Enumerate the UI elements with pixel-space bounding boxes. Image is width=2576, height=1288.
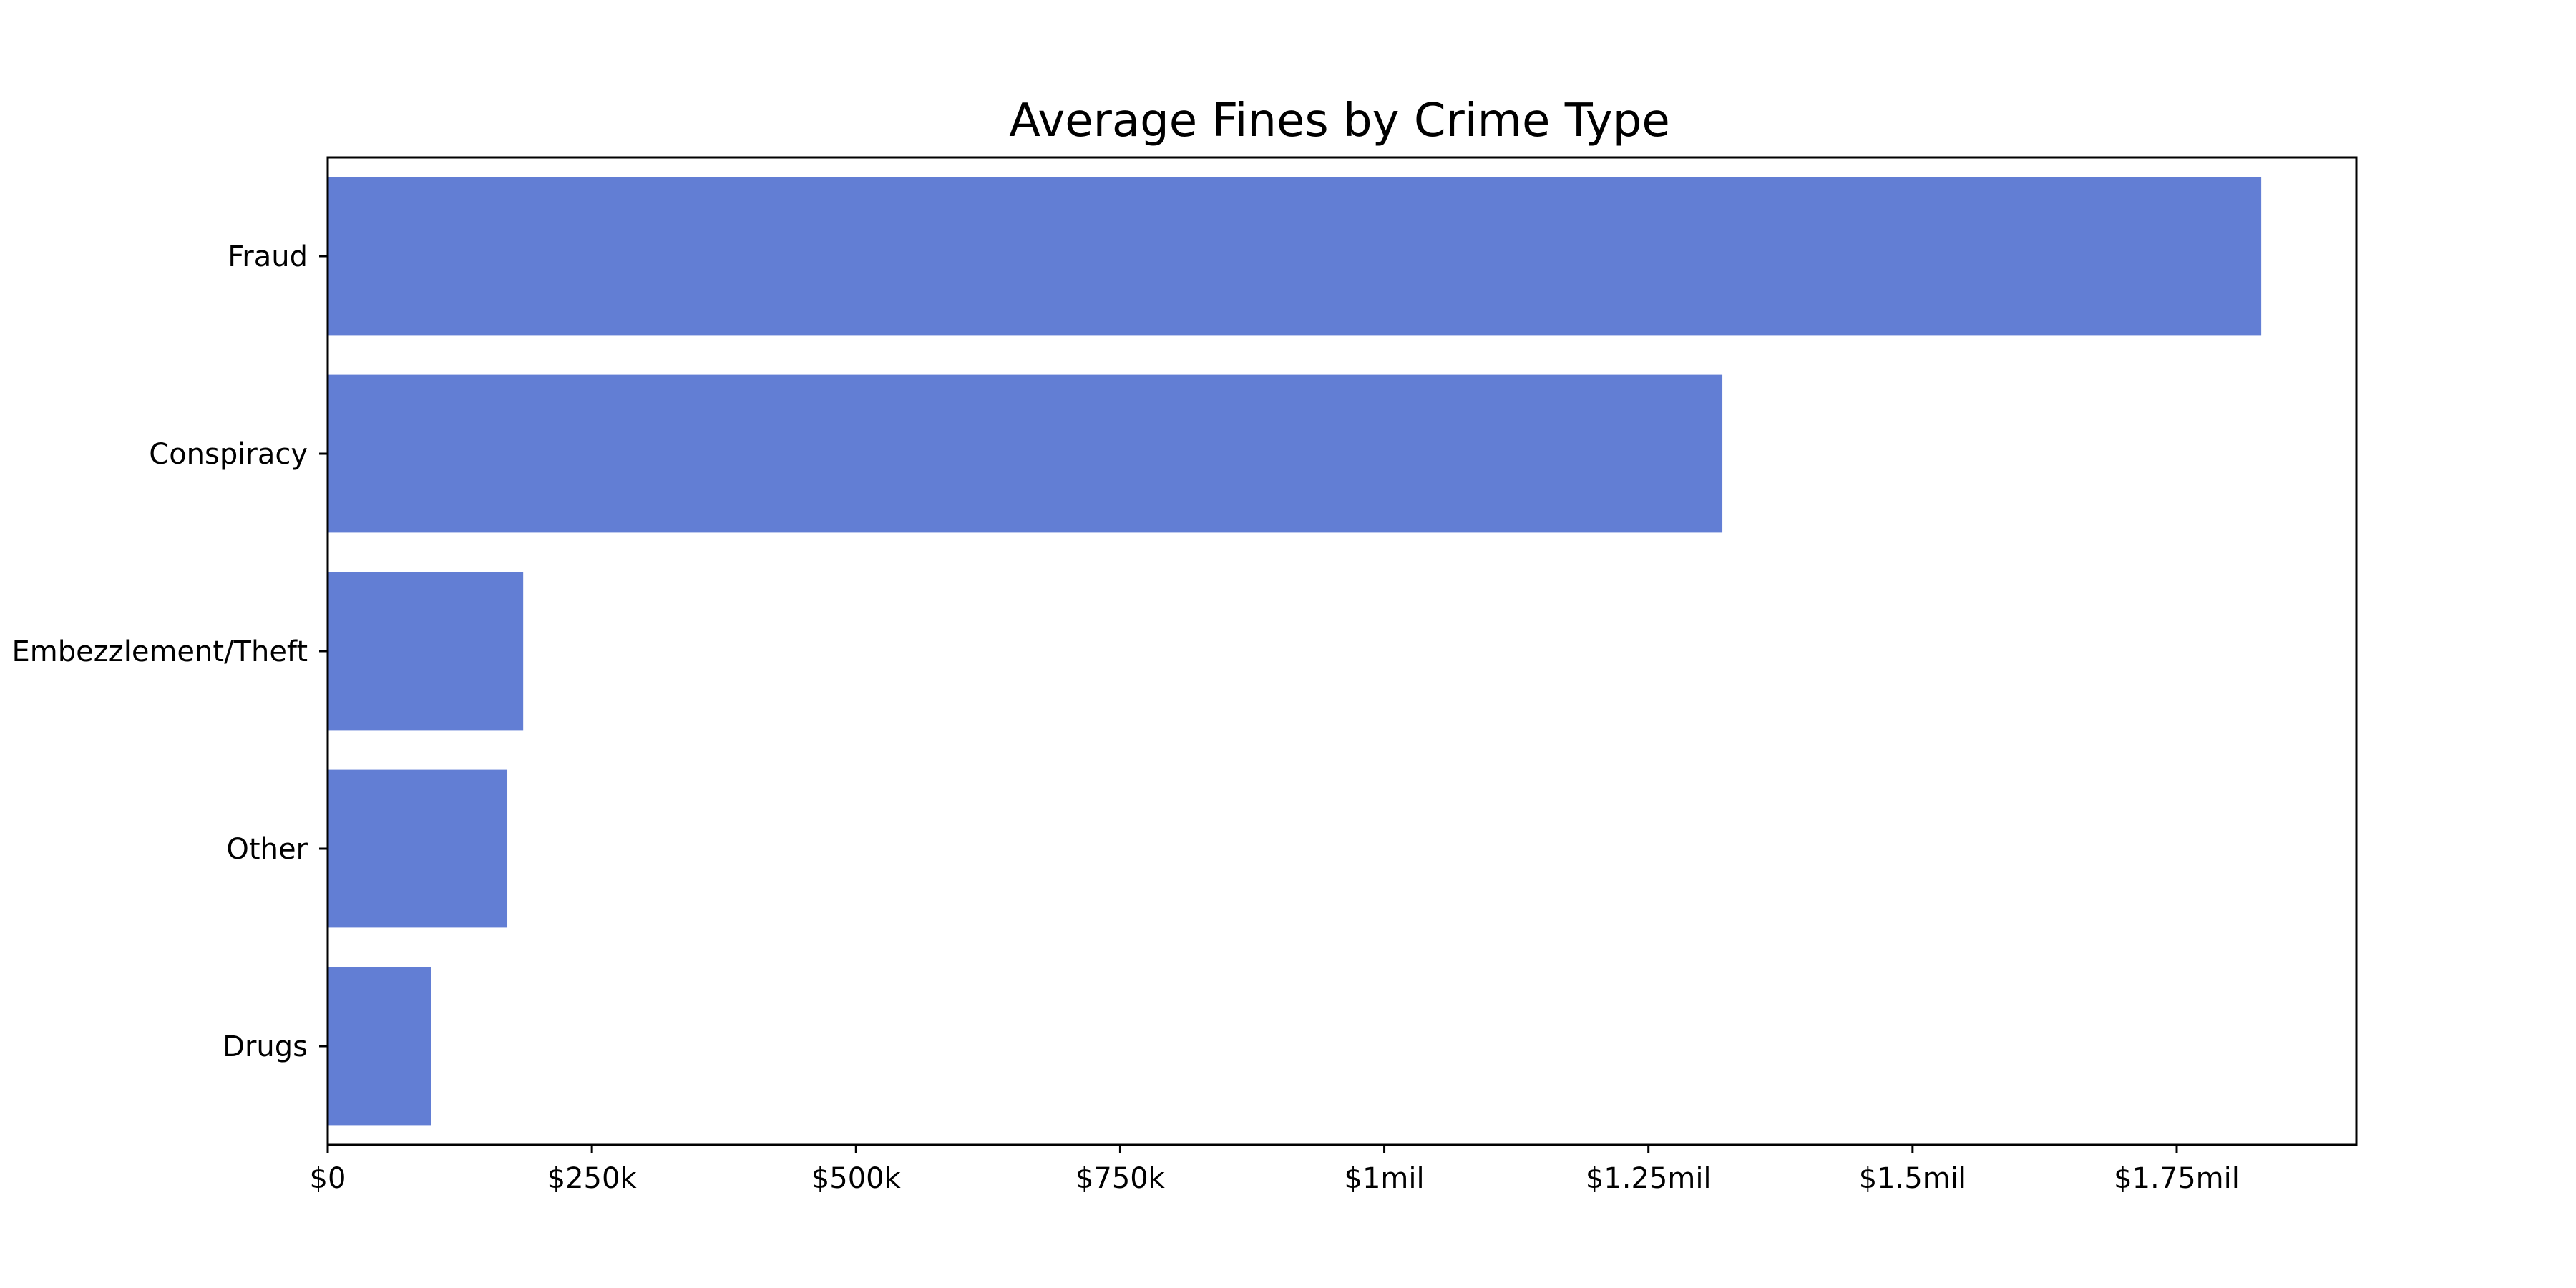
x-tick-label: $750k	[1075, 1162, 1166, 1195]
x-tick-label: $1.25mil	[1586, 1162, 1712, 1195]
bar-fraud	[328, 177, 2262, 336]
x-axis: $0 $250k $500k $750k $1mil $1.25mil $1.5mil $1.…	[310, 1145, 2240, 1195]
y-tick-label-conspiracy: Conspiracy	[149, 438, 308, 471]
y-axis: Fraud Conspiracy Embezzlement/Theft Other Dr…	[12, 240, 328, 1063]
y-tick-label-drugs: Drugs	[223, 1030, 308, 1063]
bars	[328, 177, 2262, 1126]
x-tick-label: $1.75mil	[2114, 1162, 2240, 1195]
chart-title: Average Fines by Crime Type	[1009, 94, 1669, 147]
bar-drugs	[328, 967, 431, 1126]
x-tick-label: $1.5mil	[1859, 1162, 1966, 1195]
y-tick-label-other: Other	[226, 833, 308, 866]
x-tick-label: $500k	[811, 1162, 902, 1195]
bar-embezzlement-theft	[328, 572, 524, 731]
x-tick-label: $0	[310, 1162, 346, 1195]
x-tick-label: $1mil	[1345, 1162, 1425, 1195]
x-tick-label: $250k	[547, 1162, 638, 1195]
plot-frame	[326, 156, 2358, 1146]
bar-other	[328, 769, 508, 928]
y-tick-label-embezzlement-theft: Embezzlement/Theft	[12, 635, 308, 668]
y-tick-label-fraud: Fraud	[228, 240, 308, 273]
bar-conspiracy	[328, 374, 1723, 533]
